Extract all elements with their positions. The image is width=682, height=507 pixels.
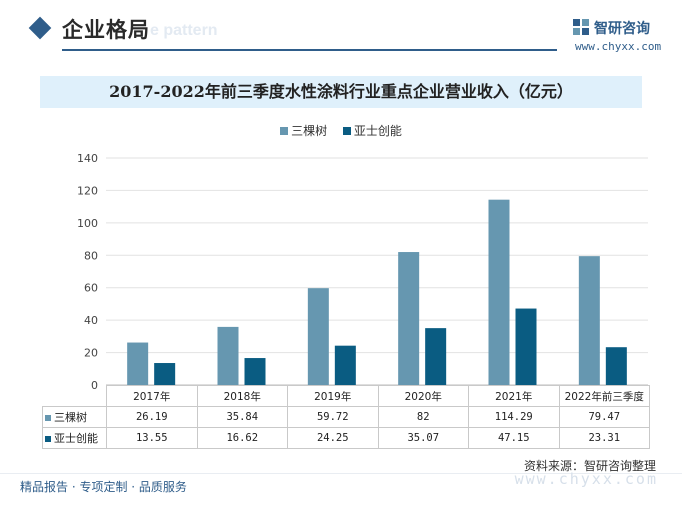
section-title: 企业格局	[62, 18, 150, 42]
table-value-cell: 47.15	[468, 427, 560, 449]
legend-label-series-1: 三棵树	[291, 124, 328, 138]
bar-series-1	[217, 326, 239, 385]
data-table: 2017年 2018年 2019年 2020年 2021年 2022年前三季度 …	[42, 385, 650, 449]
table-value-cell: 26.19	[106, 406, 198, 428]
y-tick-label: 80	[84, 249, 98, 262]
logo-name: 智研咨询	[594, 21, 650, 37]
table-corner-cell	[42, 385, 107, 407]
table-series-label: 三棵树	[42, 406, 107, 428]
bar-series-2	[154, 363, 176, 385]
table-value-cell: 23.31	[558, 427, 650, 449]
y-tick-label: 100	[77, 217, 98, 230]
chart-title: 2017-2022年前三季度水性涂料行业重点企业营业收入（亿元）	[109, 82, 573, 101]
table-value-cell: 35.07	[377, 427, 469, 449]
y-tick-label: 40	[84, 314, 98, 327]
y-tick-label: 60	[84, 282, 98, 295]
header-divider	[62, 49, 557, 51]
source-note: 资料来源：智研咨询整理	[523, 459, 656, 473]
section-ghost-text: e pattern	[150, 22, 218, 39]
bar-series-1	[127, 342, 149, 385]
footer-watermark-url: www.chyxx.com	[514, 470, 658, 488]
table-row-series-1: 三棵树 26.19 35.84 59.72 82 114.29 79.47	[42, 406, 650, 428]
footer-bar	[0, 473, 682, 507]
bar-series-1	[307, 288, 329, 385]
y-tick-label: 20	[84, 347, 98, 360]
table-value-cell: 24.25	[287, 427, 379, 449]
table-row-categories: 2017年 2018年 2019年 2020年 2021年 2022年前三季度	[42, 385, 650, 407]
legend-item-series-1: 三棵树	[280, 122, 327, 139]
bar-series-1	[488, 199, 510, 385]
table-series-name: 三棵树	[54, 411, 87, 424]
table-category-cell: 2021年	[468, 385, 560, 407]
footer-services: 精品报告 · 专项定制 · 品质服务	[20, 480, 187, 494]
bar-series-2	[334, 345, 356, 385]
bar-series-1	[578, 256, 600, 385]
y-tick-label: 140	[77, 152, 98, 165]
table-value-cell: 79.47	[558, 406, 650, 428]
table-value-cell: 13.55	[106, 427, 198, 449]
bar-series-2	[425, 328, 447, 385]
table-category-cell: 2018年	[196, 385, 288, 407]
logo-url: www.chyxx.com	[575, 40, 662, 53]
table-value-cell: 35.84	[196, 406, 288, 428]
page-header: e pattern 企业格局 智研咨询 www.chyxx.com	[0, 0, 682, 58]
table-category-cell: 2019年	[287, 385, 379, 407]
table-row-series-2: 亚士创能 13.55 16.62 24.25 35.07 47.15 23.31	[42, 427, 650, 449]
table-value-cell: 16.62	[196, 427, 288, 449]
table-value-cell: 82	[377, 406, 469, 428]
table-category-cell: 2022年前三季度	[558, 385, 650, 407]
bar-series-2	[244, 358, 266, 385]
logo-icon	[573, 19, 589, 35]
bar-series-1	[398, 252, 420, 385]
legend-label-series-2: 亚士创能	[353, 124, 402, 138]
table-series-name: 亚士创能	[54, 432, 98, 445]
y-tick-label: 120	[77, 184, 98, 197]
table-value-cell: 114.29	[468, 406, 560, 428]
bar-series-2	[515, 308, 537, 385]
table-category-cell: 2017年	[106, 385, 198, 407]
legend-swatch-series-2	[342, 126, 351, 135]
table-value-cell: 59.72	[287, 406, 379, 428]
table-swatch-series-2	[45, 436, 51, 442]
bar-series-2	[605, 347, 627, 385]
legend-item-series-2: 亚士创能	[342, 122, 402, 139]
table-series-label: 亚士创能	[42, 427, 107, 449]
table-category-cell: 2020年	[377, 385, 469, 407]
chart-title-band: 2017-2022年前三季度水性涂料行业重点企业营业收入（亿元）	[40, 76, 642, 108]
chart-legend: 三棵树 亚士创能	[0, 122, 682, 140]
table-swatch-series-1	[45, 415, 51, 421]
legend-swatch-series-1	[280, 126, 289, 135]
